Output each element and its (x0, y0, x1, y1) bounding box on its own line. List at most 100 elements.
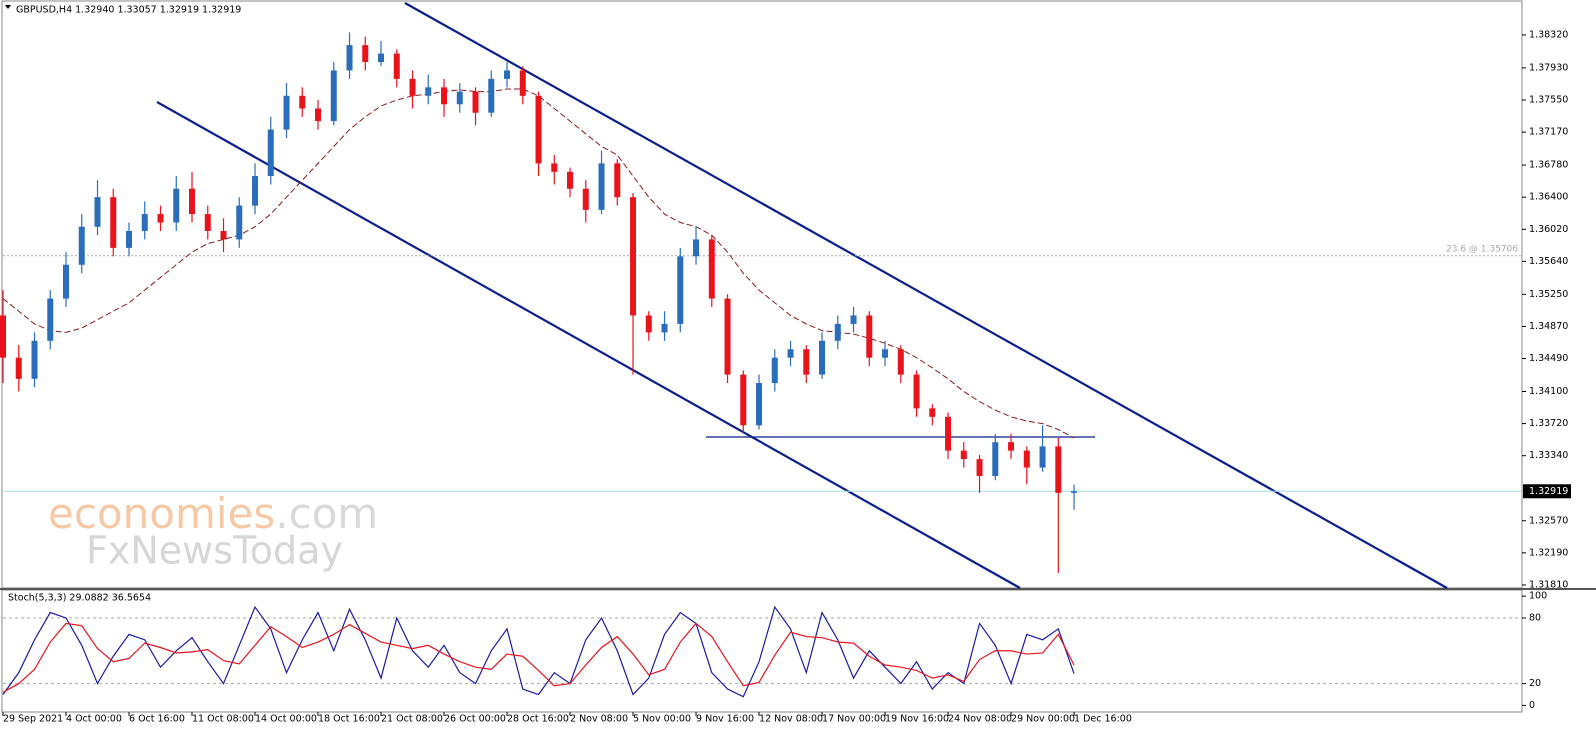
candle-body (519, 70, 526, 96)
candle-body (204, 214, 211, 231)
candle-body (1071, 491, 1078, 493)
candle-body (189, 188, 196, 215)
x-tick-label: 1 Dec 16:00 (1074, 714, 1132, 725)
candle-body (724, 298, 731, 375)
candle-body (1023, 450, 1030, 468)
x-tick-label: 9 Nov 16:00 (696, 714, 754, 725)
candle-body (866, 315, 873, 358)
candle-body (330, 70, 337, 122)
candle-body (0, 315, 6, 358)
candle-body (47, 298, 54, 341)
y-tick-label: 80 (1529, 612, 1541, 623)
x-tick-label: 29 Nov 00:00 (1011, 714, 1075, 725)
y-tick-label: 1.31810 (1529, 579, 1568, 590)
candle-body (488, 78, 495, 113)
candle-body (283, 95, 290, 130)
stoch-line (2, 622, 1075, 693)
candle-body (693, 239, 700, 257)
x-tick-label: 14 Oct 00:00 (255, 714, 317, 725)
candle-body (756, 383, 763, 426)
candle-body (819, 340, 826, 375)
candle-body (236, 205, 243, 240)
candle-body (551, 163, 558, 172)
y-tick-label: 1.36780 (1529, 160, 1568, 171)
candle-body (378, 53, 385, 62)
x-tick-label: 17 Nov 00:00 (822, 714, 886, 725)
price-tag-label: 1.32919 (1529, 486, 1568, 497)
watermark: FxNewsToday (86, 529, 343, 573)
candle-body (472, 91, 479, 113)
y-tick-label: 1.32190 (1529, 547, 1568, 558)
candle-body (992, 442, 999, 476)
y-tick-label: 1.38320 (1529, 29, 1568, 40)
x-tick-label: 6 Oct 16:00 (129, 714, 185, 725)
y-tick-label: 1.36400 (1529, 192, 1568, 203)
candle-body (94, 197, 101, 227)
candle-body (409, 78, 416, 96)
candle-body (141, 214, 148, 231)
candle-body (346, 45, 353, 71)
candle-body (567, 171, 574, 189)
x-tick-label: 4 Oct 00:00 (66, 714, 122, 725)
candle-body (598, 163, 605, 210)
stoch-title: Stoch(5,3,3) 29.0882 36.5654 (8, 593, 151, 604)
candle-body (252, 176, 259, 206)
moving-average (2, 88, 1075, 439)
y-tick-label: 1.33340 (1529, 450, 1568, 461)
candle-body (614, 163, 621, 198)
y-tick-label: 100 (1529, 591, 1547, 602)
watermark-part: economies (48, 489, 275, 538)
watermark-part: .com (275, 489, 378, 538)
candle-body (78, 226, 85, 265)
candle-body (913, 374, 920, 409)
y-tick-label: 20 (1529, 678, 1541, 689)
candle-body (31, 340, 38, 379)
candle-body (582, 188, 589, 210)
menu-arrow[interactable] (5, 5, 11, 9)
candle-body (803, 349, 810, 375)
candle-body (661, 323, 668, 333)
candle-body (63, 264, 70, 299)
candle-body (456, 91, 463, 105)
candle-body (834, 323, 841, 341)
candle-body (110, 197, 117, 248)
x-tick-label: 2 Nov 08:00 (570, 714, 628, 725)
candle-body (677, 256, 684, 324)
candle-body (945, 416, 952, 451)
candle-body (897, 349, 904, 375)
y-tick-label: 1.33720 (1529, 418, 1568, 429)
x-tick-label: 21 Oct 08:00 (381, 714, 443, 725)
x-tick-label: 12 Nov 08:00 (759, 714, 823, 725)
candle-body (882, 349, 889, 358)
chart-title: GBPUSD,H4 1.32940 1.33057 1.32919 1.3291… (16, 5, 241, 16)
y-tick-label: 1.34490 (1529, 353, 1568, 364)
candle-body (645, 315, 652, 333)
candle-body (1008, 442, 1015, 451)
y-tick-label: 1.36020 (1529, 224, 1568, 235)
price-tag (1523, 484, 1571, 499)
y-tick-label: 1.37170 (1529, 127, 1568, 138)
candle-body (126, 230, 133, 248)
y-tick-label: 1.34870 (1529, 321, 1568, 332)
candle-body (960, 450, 967, 460)
x-tick-label: 5 Nov 00:00 (633, 714, 691, 725)
candle-body (976, 459, 983, 476)
candle-body (393, 53, 400, 79)
candle-body (708, 239, 715, 299)
x-tick-label: 18 Oct 16:00 (318, 714, 380, 725)
x-tick-label: 29 Sep 2021 (3, 714, 63, 725)
y-tick-label: 1.37550 (1529, 95, 1568, 106)
y-tick-label: 1.35250 (1529, 289, 1568, 300)
candle-body (504, 70, 511, 79)
candle-body (220, 230, 227, 240)
stoch-line (2, 605, 1075, 698)
candle-body (173, 188, 180, 223)
channel-line (156, 101, 1021, 589)
candle-body (929, 408, 936, 417)
y-tick-label: 0 (1529, 700, 1535, 711)
candle-body (630, 197, 637, 316)
candle-body (362, 45, 369, 62)
candle-body (787, 349, 794, 358)
candle-body (157, 214, 164, 223)
